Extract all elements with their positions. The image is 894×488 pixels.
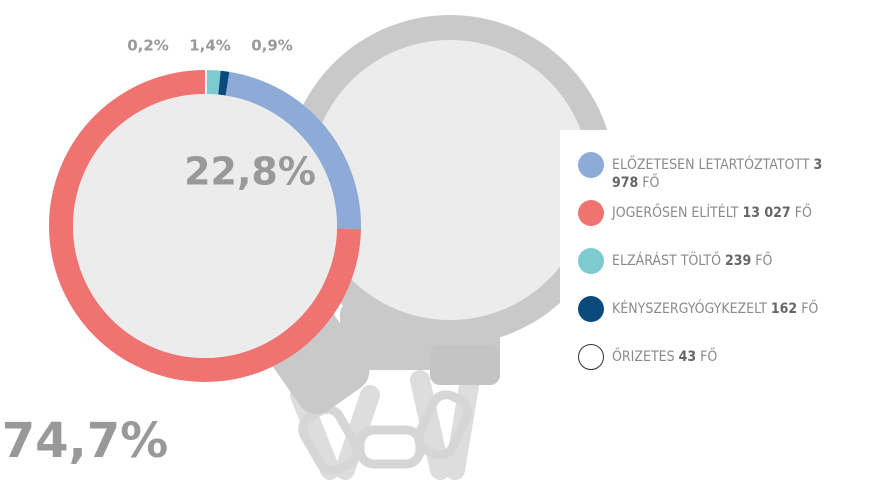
legend-unit: FŐ: [755, 253, 773, 269]
donut-slice: [218, 70, 230, 96]
legend-label: ELZÁRÁST TÖLTŐ: [612, 253, 721, 269]
legend-text: KÉNYSZERGYÓGYKEZELT 162 FŐ: [612, 300, 894, 318]
legend-label: JOGERŐSEN ELÍTÉLT: [612, 205, 739, 221]
legend-swatch: [578, 296, 604, 322]
legend-item: ELŐZETESEN LETARTÓZTATOTT 3 978 FŐ: [578, 152, 852, 192]
legend-swatch: [578, 200, 604, 226]
legend-swatch: [578, 152, 604, 178]
percent-label: 22,8%: [184, 150, 316, 194]
handcuff-decoration: [250, 15, 615, 480]
legend-unit: FŐ: [700, 349, 718, 365]
legend-text: ELŐZETESEN LETARTÓZTATOTT 3 978 FŐ: [612, 156, 852, 192]
legend-label: ELŐZETESEN LETARTÓZTATOTT: [612, 157, 810, 173]
legend-count: 43: [678, 349, 697, 365]
percent-labels: 22,8% 74,7% 1,4% 0,9% 0,2%: [2, 37, 316, 470]
legend-swatch: [578, 248, 604, 274]
legend-count: 239: [725, 253, 752, 269]
legend: ELŐZETESEN LETARTÓZTATOTT 3 978 FŐ JOGERŐ…: [560, 130, 894, 402]
legend-text: ELZÁRÁST TÖLTŐ 239 FŐ: [612, 252, 894, 270]
legend-item: ELZÁRÁST TÖLTŐ 239 FŐ: [578, 248, 894, 274]
legend-text: JOGERŐSEN ELÍTÉLT 13 027 FŐ: [612, 204, 894, 222]
legend-swatch: [578, 344, 604, 370]
legend-item: JOGERŐSEN ELÍTÉLT 13 027 FŐ: [578, 200, 894, 226]
donut-hole: [73, 94, 337, 358]
donut-slice: [225, 71, 362, 229]
legend-count: 3 978: [612, 157, 823, 191]
legend-text: ŐRIZETES 43 FŐ: [612, 348, 894, 366]
legend-count: 162: [770, 301, 798, 317]
percent-label: 0,9%: [251, 37, 293, 55]
donut-slice: [206, 70, 221, 95]
donut-slice: [205, 70, 207, 95]
legend-count: 13 027: [742, 205, 791, 221]
donut: [49, 70, 362, 383]
legend-item: KÉNYSZERGYÓGYKEZELT 162 FŐ: [578, 296, 894, 322]
percent-label: 1,4%: [189, 37, 231, 55]
legend-label: KÉNYSZERGYÓGYKEZELT: [612, 301, 767, 317]
legend-unit: FŐ: [794, 205, 812, 221]
percent-label: 0,2%: [127, 37, 169, 55]
legend-item: ŐRIZETES 43 FŐ: [578, 344, 894, 370]
legend-label: ŐRIZETES: [612, 349, 675, 365]
legend-unit: FŐ: [801, 301, 819, 317]
percent-label: 74,7%: [2, 413, 169, 469]
legend-unit: FŐ: [642, 175, 660, 191]
